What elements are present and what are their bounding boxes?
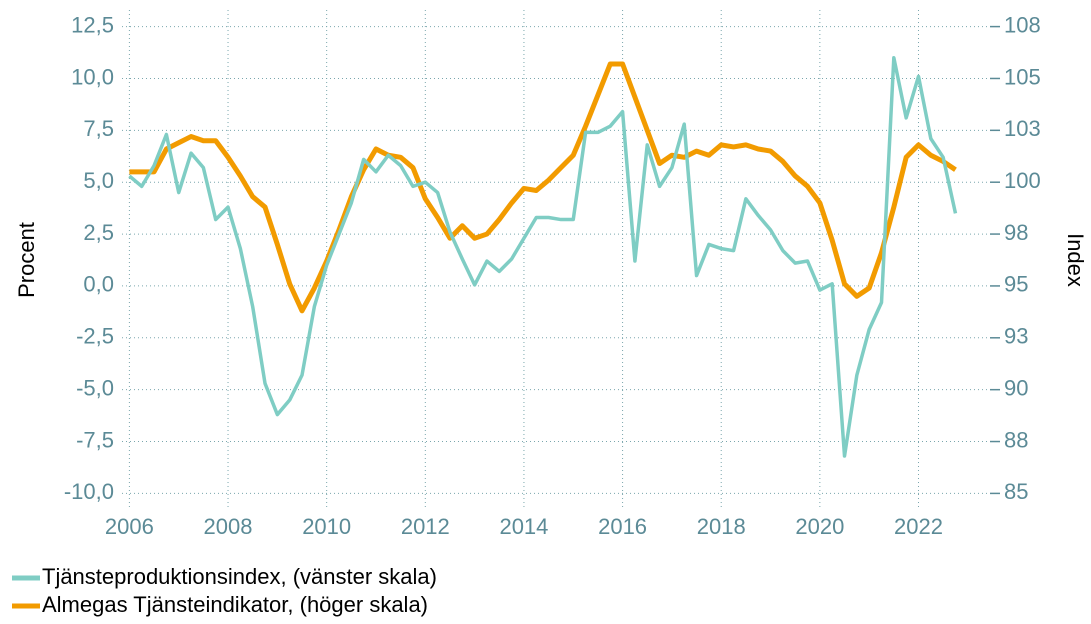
series-line xyxy=(128,55,958,458)
y2-tick-label: 100 xyxy=(1004,168,1041,193)
y2-tick-label: 105 xyxy=(1004,64,1041,89)
y-tick-label: -2,5 xyxy=(76,324,114,349)
y2-tick-label: 95 xyxy=(1004,272,1028,297)
legend-label: Tjänsteproduktionsindex, (vänster skala) xyxy=(42,564,437,589)
x-tick-label: 2018 xyxy=(697,514,746,539)
y-tick-label: 10,0 xyxy=(71,64,114,89)
y-tick-label: -5,0 xyxy=(76,375,114,400)
y-tick-label: 12,5 xyxy=(71,12,114,37)
y2-tick-label: 108 xyxy=(1004,12,1041,37)
x-tick-label: 2022 xyxy=(894,514,943,539)
legend-label: Almegas Tjänsteindikator, (höger skala) xyxy=(42,592,428,617)
y-tick-label: 2,5 xyxy=(83,220,114,245)
y2-tick-label: 85 xyxy=(1004,479,1028,504)
x-tick-label: 2008 xyxy=(204,514,253,539)
y-axis-title: Procent xyxy=(14,222,39,298)
x-tick-label: 2020 xyxy=(795,514,844,539)
y-tick-label: -7,5 xyxy=(76,427,114,452)
y-tick-label: 7,5 xyxy=(83,116,114,141)
y2-tick-label: 93 xyxy=(1004,324,1028,349)
y2-tick-label: 88 xyxy=(1004,427,1028,452)
x-tick-label: 2006 xyxy=(105,514,154,539)
y-tick-label: 0,0 xyxy=(83,272,114,297)
x-tick-label: 2012 xyxy=(401,514,450,539)
y2-tick-label: 98 xyxy=(1004,220,1028,245)
x-tick-label: 2014 xyxy=(499,514,548,539)
y2-tick-label: 90 xyxy=(1004,375,1028,400)
y2-axis-title: Index xyxy=(1063,233,1088,287)
y-tick-label: -10,0 xyxy=(64,479,114,504)
x-tick-label: 2016 xyxy=(598,514,647,539)
x-tick-label: 2010 xyxy=(302,514,351,539)
series-line xyxy=(129,61,957,314)
y2-tick-label: 103 xyxy=(1004,116,1041,141)
y-tick-label: 5,0 xyxy=(83,168,114,193)
